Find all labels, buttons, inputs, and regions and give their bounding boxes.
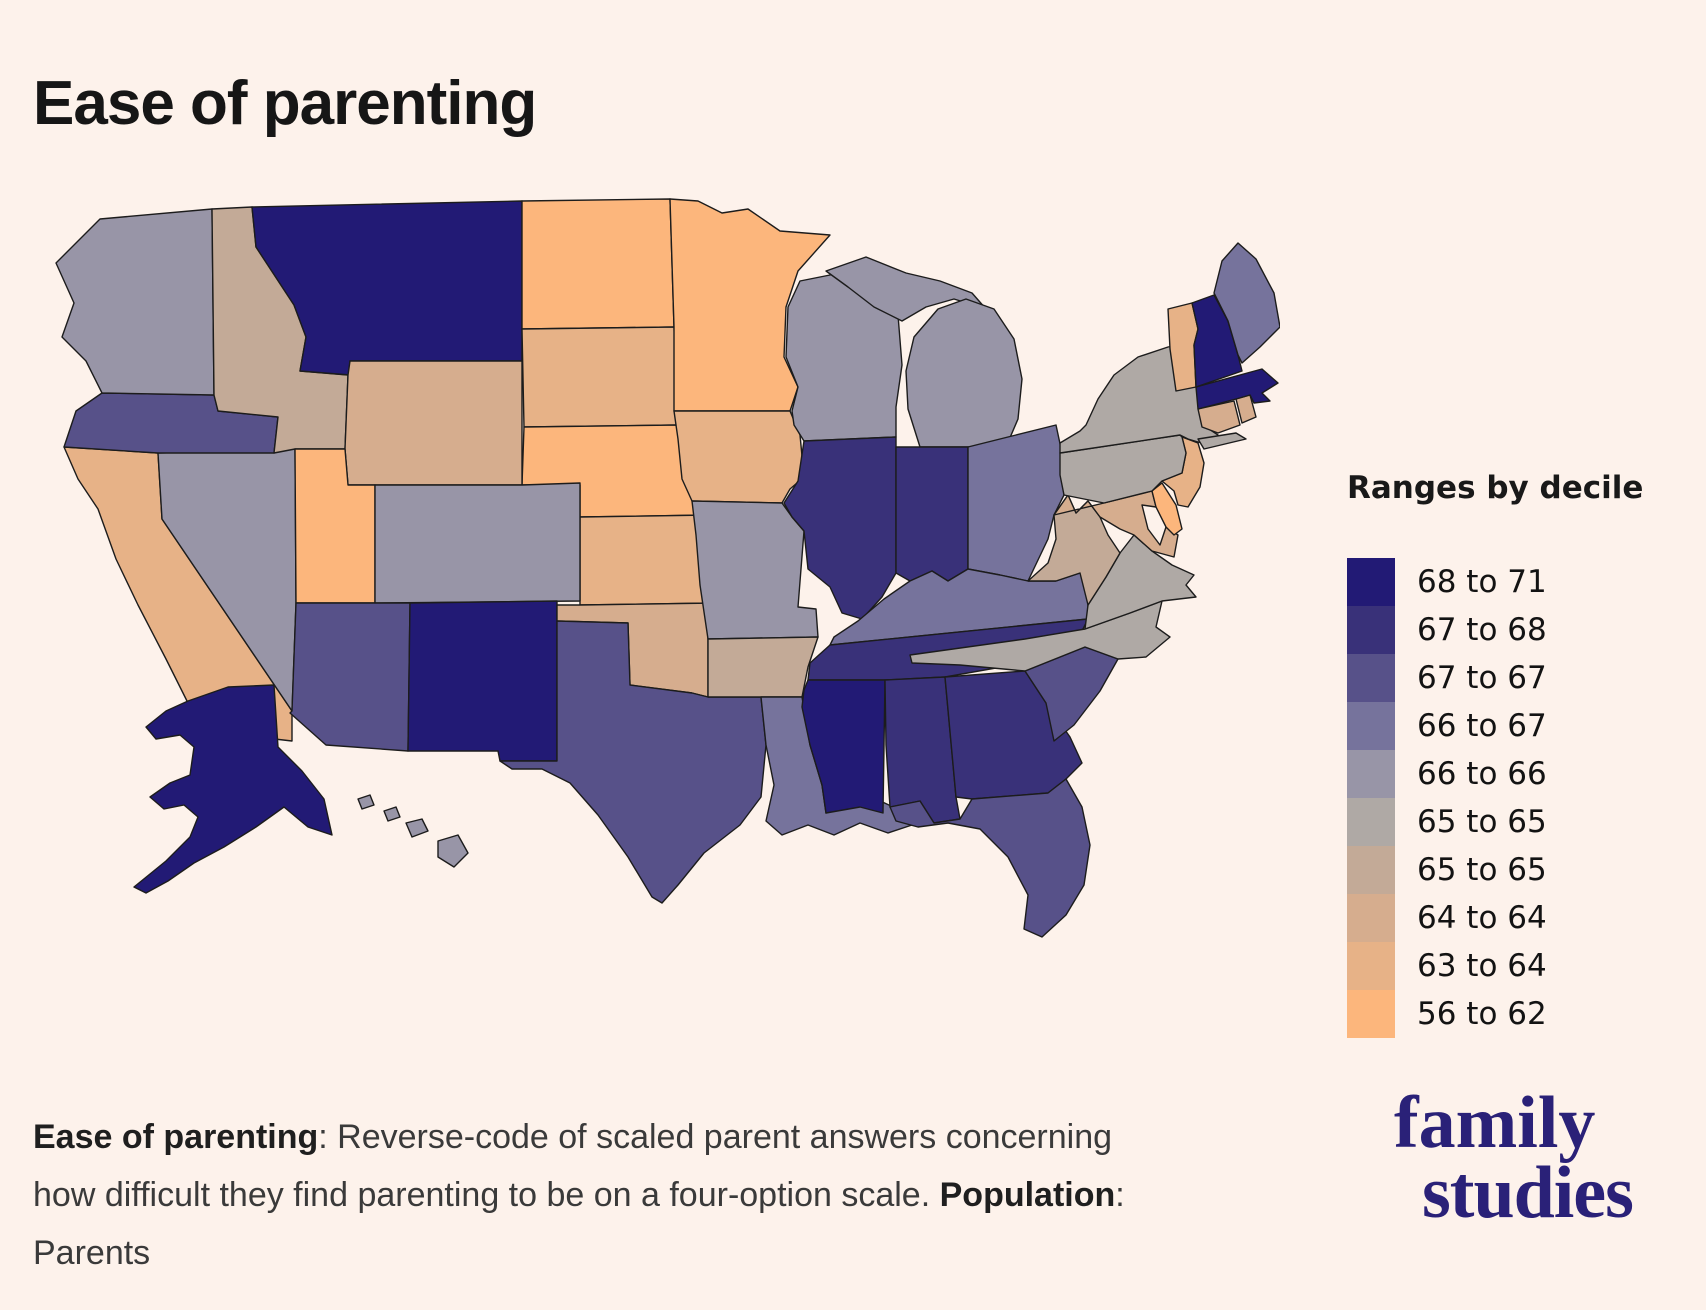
legend-item: 66 to 66 <box>1347 750 1677 798</box>
caption-population-text: : Parents <box>33 1176 1125 1272</box>
legend-item: 56 to 62 <box>1347 990 1677 1038</box>
state-mi[interactable] <box>905 298 1023 448</box>
state-ct[interactable] <box>1197 400 1241 434</box>
state-ms[interactable] <box>801 679 886 814</box>
state-ny[interactable] <box>1197 432 1247 450</box>
state-hi[interactable] <box>383 806 401 822</box>
caption-term: Ease of parenting <box>33 1118 319 1156</box>
state-hi[interactable] <box>405 818 429 838</box>
legend-label: 66 to 67 <box>1417 708 1547 744</box>
legend-label: 65 to 65 <box>1417 852 1547 888</box>
state-ma[interactable] <box>1195 368 1279 410</box>
state-sd[interactable] <box>521 326 679 428</box>
legend-item: 64 to 64 <box>1347 894 1677 942</box>
us-map-svg <box>55 198 1281 938</box>
state-nm[interactable] <box>407 600 558 762</box>
state-co[interactable] <box>374 482 581 604</box>
logo-word-family: family <box>1394 1082 1596 1164</box>
legend-swatch <box>1347 798 1395 846</box>
legend-label: 67 to 68 <box>1417 612 1547 648</box>
logo-word-studies: studies <box>1422 1152 1634 1234</box>
state-tx[interactable] <box>499 620 767 904</box>
state-wa[interactable] <box>55 208 215 396</box>
us-choropleth-map <box>40 185 1281 995</box>
legend-label: 64 to 64 <box>1417 900 1547 936</box>
legend-item: 63 to 64 <box>1347 942 1677 990</box>
caption-population: Population <box>939 1176 1116 1214</box>
legend-item: 66 to 67 <box>1347 702 1677 750</box>
legend-title: Ranges by decile <box>1347 470 1644 506</box>
state-wy[interactable] <box>344 360 523 486</box>
legend-label: 65 to 65 <box>1417 804 1547 840</box>
page-title: Ease of parenting <box>33 68 537 138</box>
legend-swatch <box>1347 846 1395 894</box>
state-ar[interactable] <box>707 636 819 698</box>
caption-term-text: : Reverse-code of scaled parent answers … <box>33 1118 1113 1214</box>
map-caption: Ease of parenting: Reverse-code of scale… <box>33 1108 1143 1282</box>
state-ia[interactable] <box>673 410 805 504</box>
state-il[interactable] <box>783 436 897 620</box>
state-fl[interactable] <box>889 778 1091 938</box>
legend-swatch <box>1347 942 1395 990</box>
legend-swatch <box>1347 702 1395 750</box>
map-legend: Ranges by decile 68 to 71 67 to 68 67 to 6… <box>1347 470 1677 1038</box>
state-de[interactable] <box>1151 482 1183 536</box>
legend-label: 68 to 71 <box>1417 564 1547 600</box>
legend-item: 67 to 68 <box>1347 606 1677 654</box>
legend-swatch <box>1347 606 1395 654</box>
state-nd[interactable] <box>521 198 675 330</box>
state-az[interactable] <box>289 602 411 752</box>
legend-item: 65 to 65 <box>1347 798 1677 846</box>
state-hi[interactable] <box>437 834 469 868</box>
legend-item: 68 to 71 <box>1347 558 1677 606</box>
legend-swatch <box>1347 654 1395 702</box>
legend-swatch <box>1347 894 1395 942</box>
legend-swatch <box>1347 558 1395 606</box>
legend-label: 56 to 62 <box>1417 996 1547 1032</box>
legend-label: 67 to 67 <box>1417 660 1547 696</box>
family-studies-logo: family studies <box>1380 1082 1690 1234</box>
legend-swatch <box>1347 750 1395 798</box>
legend-item: 65 to 65 <box>1347 846 1677 894</box>
state-hi[interactable] <box>357 794 375 810</box>
legend-label: 66 to 66 <box>1417 756 1547 792</box>
legend-rows: 68 to 71 67 to 68 67 to 67 66 to 67 66 to 66… <box>1347 558 1677 1038</box>
state-ak[interactable] <box>133 684 333 894</box>
legend-label: 63 to 64 <box>1417 948 1547 984</box>
legend-item: 67 to 67 <box>1347 654 1677 702</box>
state-in[interactable] <box>895 446 969 582</box>
legend-swatch <box>1347 990 1395 1038</box>
